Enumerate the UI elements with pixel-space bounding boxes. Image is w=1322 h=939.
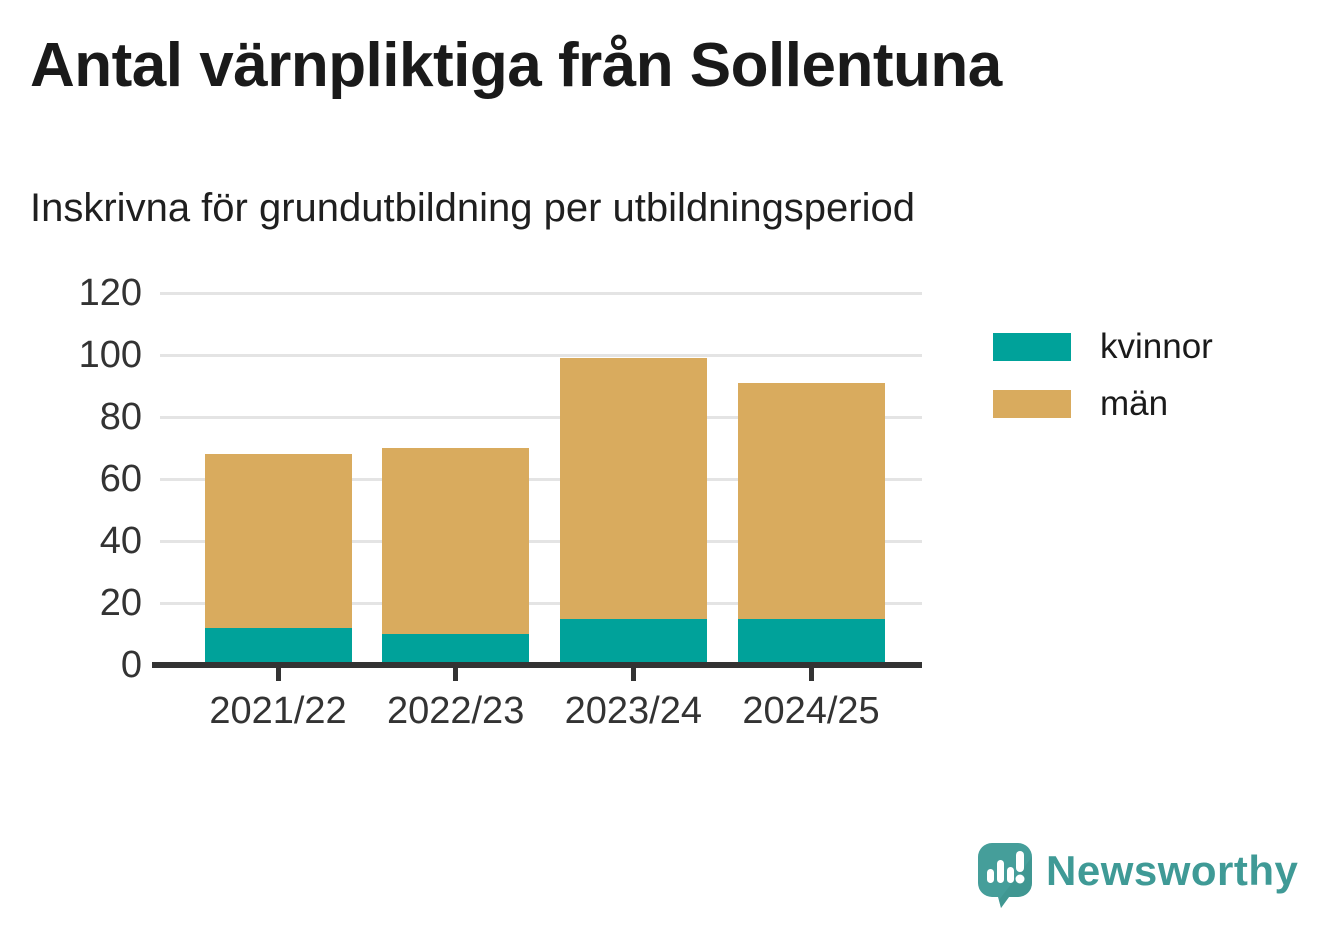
y-tick-label-20: 20 bbox=[99, 582, 142, 624]
y-tick-label-120: 120 bbox=[78, 272, 142, 314]
y-tick-label-0: 0 bbox=[120, 644, 142, 686]
gridline-y-20 bbox=[160, 601, 922, 605]
x-tick-2021-22 bbox=[275, 668, 281, 681]
y-tick-label-80: 80 bbox=[99, 396, 142, 438]
chart-subtitle: Inskrivna för grundutbildning per utbild… bbox=[30, 186, 915, 230]
newsworthy-logo-icon bbox=[978, 843, 1032, 908]
bar-segment-kvinnor-2024-25 bbox=[737, 618, 885, 665]
bar-segment-män-2024-25 bbox=[737, 382, 885, 619]
gridline-y-80 bbox=[160, 415, 922, 419]
y-tick-label-100: 100 bbox=[78, 334, 142, 376]
bar-segment-kvinnor-2023-24 bbox=[559, 618, 707, 665]
newsworthy-logo-link[interactable]: Newsworthy bbox=[978, 843, 1298, 909]
y-tick-label-40: 40 bbox=[99, 520, 142, 562]
legend-label-kvinnor: kvinnor bbox=[1100, 327, 1213, 366]
gridline-y-120 bbox=[160, 291, 922, 295]
gridline-y-60 bbox=[160, 477, 922, 481]
bar-segment-män-2022-23 bbox=[382, 448, 530, 634]
bar-segment-kvinnor-2021-22 bbox=[204, 627, 352, 665]
x-tick-2024-25 bbox=[808, 668, 814, 681]
legend-item-man: män bbox=[993, 384, 1213, 423]
legend: kvinnor män bbox=[993, 327, 1213, 447]
bar-segment-män-2023-24 bbox=[559, 358, 707, 619]
legend-item-kvinnor: kvinnor bbox=[993, 327, 1213, 366]
chart-title: Antal värnpliktiga från Sollentuna bbox=[30, 31, 1002, 100]
x-tick-label-2021-22: 2021/22 bbox=[209, 690, 347, 732]
x-tick-label-2024-25: 2024/25 bbox=[742, 690, 880, 732]
legend-swatch-man bbox=[993, 390, 1071, 418]
gridline-y-100 bbox=[160, 353, 922, 357]
x-tick-label-2022-23: 2022/23 bbox=[386, 690, 525, 732]
plot-area bbox=[160, 291, 922, 665]
newsworthy-logo-text: Newsworthy bbox=[1046, 847, 1299, 894]
x-tick-2022-23 bbox=[453, 668, 459, 681]
bar-segment-kvinnor-2022-23 bbox=[382, 634, 530, 665]
bar-segment-män-2021-22 bbox=[204, 454, 352, 628]
gridline-y-40 bbox=[160, 539, 922, 543]
legend-label-man: män bbox=[1100, 384, 1169, 423]
x-tick-label-2023-24: 2023/24 bbox=[564, 690, 703, 732]
x-tick-2023-24 bbox=[630, 668, 636, 681]
x-axis-line bbox=[152, 662, 922, 668]
legend-swatch-kvinnor bbox=[993, 333, 1071, 361]
y-tick-label-60: 60 bbox=[99, 458, 142, 500]
